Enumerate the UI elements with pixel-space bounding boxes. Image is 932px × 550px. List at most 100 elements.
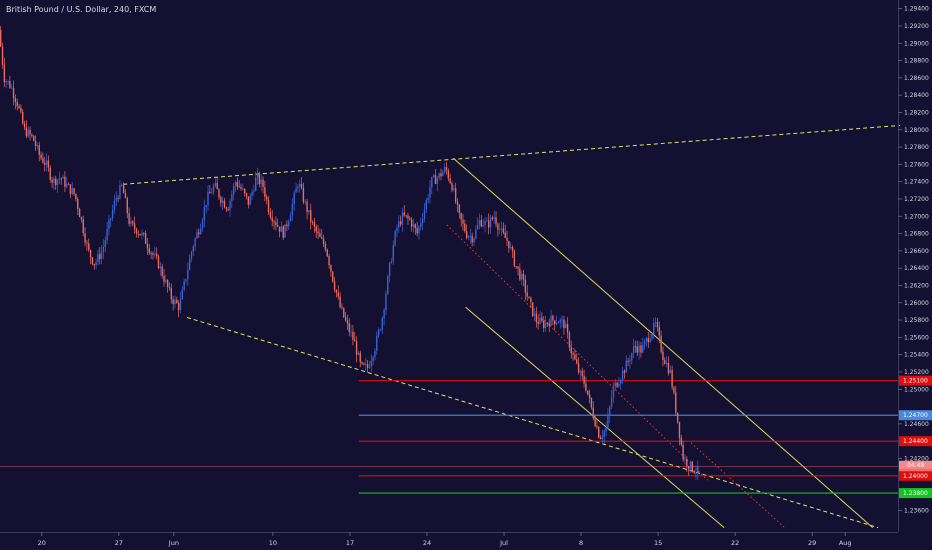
candle-body (306, 201, 308, 213)
candle-body (550, 315, 552, 326)
candle-body (544, 322, 547, 328)
y-tick-label: 1.27800 (904, 144, 929, 151)
candle-body (469, 235, 472, 237)
candle-body (431, 176, 433, 188)
candle-body (121, 184, 123, 186)
candle-body (627, 360, 629, 362)
candle-body (374, 350, 376, 358)
candle-body (291, 203, 294, 216)
candle-body (568, 332, 571, 348)
level-label-3: 1.24400 (903, 438, 928, 445)
price-axis[interactable]: 1.29400 1.29200 1.29000 1.28800 1.28600 1.284… (898, 6, 929, 515)
y-tick-label: 1.28400 (904, 92, 929, 99)
candle-body (102, 246, 105, 253)
candle-body (543, 320, 545, 328)
y-tick-label: 1.23600 (904, 507, 929, 514)
candle-body (267, 199, 270, 213)
y-tick-label: 1.28600 (904, 75, 929, 82)
candle-body (275, 222, 277, 226)
candle-body (133, 223, 136, 229)
candle-body (117, 198, 119, 199)
candle-body (451, 182, 453, 191)
candle-body (348, 323, 350, 332)
candle-body (207, 191, 209, 206)
candle-body (610, 397, 613, 407)
candle-body (632, 346, 635, 354)
candle-body (416, 228, 418, 234)
candle-body (478, 219, 481, 225)
candle-body (612, 386, 615, 398)
y-tick-label: 1.27600 (904, 161, 929, 168)
candle-body (326, 249, 328, 257)
trendline-2[interactable] (186, 316, 879, 529)
candle-body (12, 87, 15, 98)
trendline-6[interactable] (690, 442, 785, 529)
candle-body (91, 257, 94, 264)
y-tick-label: 1.29200 (904, 23, 929, 30)
candle-body (9, 81, 11, 88)
candle-body (148, 248, 150, 253)
candle-body (284, 224, 286, 238)
x-tick-label: 20 (38, 539, 46, 547)
y-tick-label: 1.25600 (904, 334, 929, 341)
candle-body (530, 298, 532, 303)
y-tick-label: 1.26600 (904, 248, 929, 255)
trendline-5[interactable] (446, 224, 708, 481)
candle-body (519, 268, 521, 280)
y-tick-label: 1.27000 (904, 213, 929, 220)
candle-body (399, 221, 402, 225)
candle-body (258, 174, 261, 185)
candle-body (113, 200, 116, 210)
candle-body (645, 338, 648, 342)
candle-body (223, 200, 226, 208)
candle-body (664, 359, 666, 364)
candle-body (242, 188, 244, 190)
candle-body (682, 444, 684, 460)
candle-body (260, 179, 262, 185)
y-tick-label: 1.27200 (904, 196, 929, 203)
candle-body (673, 387, 675, 393)
candle-body (640, 345, 642, 353)
candle-body (686, 458, 688, 467)
trendline-1[interactable] (123, 124, 901, 185)
candle-body (680, 437, 683, 445)
candle-body (304, 201, 306, 203)
candle-body (618, 383, 620, 387)
level-label-1: 1.25100 (903, 378, 928, 385)
candle-body (313, 222, 316, 227)
candle-body (66, 183, 68, 187)
candle-body (498, 229, 501, 230)
candle-body (266, 196, 268, 200)
candle-body (623, 370, 626, 373)
candle-body (163, 275, 165, 282)
x-tick-label: Jul (499, 539, 508, 547)
candle-body (377, 330, 380, 336)
candle-body (539, 318, 541, 324)
time-axis[interactable]: 20 27 Jun 10 17 24 Jul 8 15 22 29 Aug (38, 532, 852, 547)
candle-body (366, 364, 369, 368)
candle-body (249, 195, 251, 205)
candle-body (561, 319, 563, 321)
candle-body (293, 192, 295, 204)
candle-body (269, 212, 272, 218)
candle-body (333, 281, 336, 290)
candle-body (288, 221, 290, 227)
countdown-label-bg (899, 460, 932, 469)
candle-body (139, 233, 141, 236)
candle-body (458, 204, 461, 213)
candle-body (625, 360, 627, 373)
candles-layer[interactable] (0, 25, 699, 481)
candle-body (168, 287, 171, 288)
candle-body (302, 187, 305, 203)
level-label-4-bg (899, 470, 932, 481)
candle-body (341, 307, 343, 309)
candle-body (3, 64, 6, 83)
candle-body (566, 324, 569, 333)
candle-body (654, 322, 657, 324)
candle-body (601, 436, 604, 439)
candle-body (256, 174, 259, 178)
candle-body (425, 200, 428, 210)
x-tick-label: Jun (168, 539, 179, 547)
candle-body (502, 228, 505, 233)
candle-body (49, 167, 51, 180)
